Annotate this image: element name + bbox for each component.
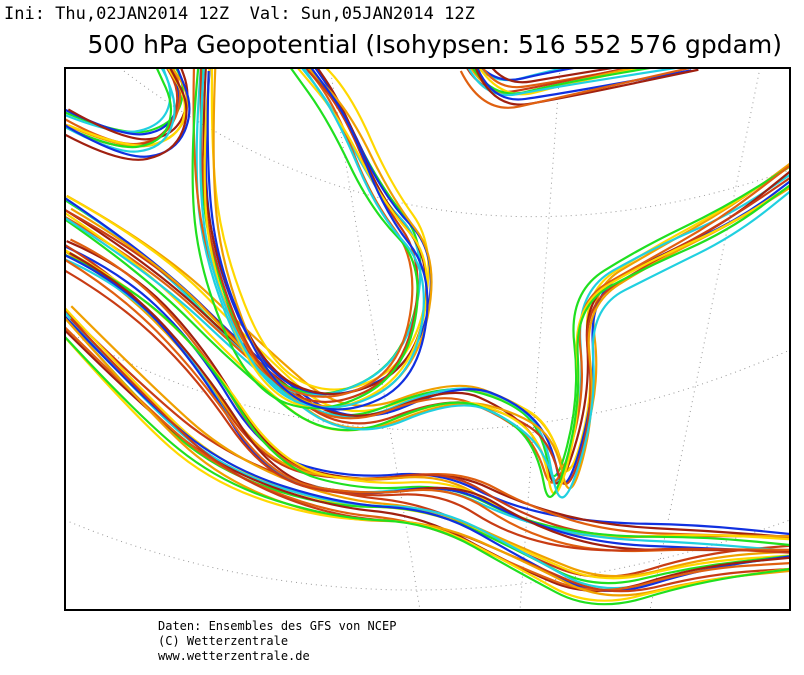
isohypse [70, 186, 790, 490]
isohypse [65, 253, 790, 547]
isohypse [65, 269, 790, 554]
isohypse [65, 68, 180, 136]
isohypse [202, 68, 428, 395]
isohypse [65, 68, 188, 161]
isohypse [191, 68, 419, 410]
isohypse [65, 317, 790, 597]
isohypse [65, 68, 173, 149]
map-frame [64, 67, 791, 611]
isohypse [192, 68, 414, 398]
isohypse [199, 68, 425, 409]
isohypse-lines [65, 68, 790, 606]
isohypse [490, 68, 620, 84]
isohypse [65, 335, 790, 606]
isohypse [210, 68, 430, 391]
isohypse [66, 162, 790, 470]
isohypse [69, 251, 790, 552]
isohypse [467, 68, 679, 97]
init-valid-line: Ini: Thu,02JAN2014 12Z Val: Sun,05JAN201… [4, 4, 475, 24]
isohypse [65, 314, 790, 592]
isohypse [476, 68, 692, 101]
credit-line: (C) Wetterzentrale [158, 634, 289, 648]
map-title: 500 hPa Geopotential (Isohypsen: 516 552… [87, 30, 782, 59]
isohypse [206, 68, 429, 411]
isohypse [65, 184, 790, 495]
isohypse [459, 68, 689, 109]
credit-line: Daten: Ensembles des GFS von NCEP [158, 619, 397, 633]
isohypse [65, 309, 790, 578]
isohypse [65, 183, 790, 498]
isohypse [65, 245, 790, 536]
credits: Daten: Ensembles des GFS von NCEP (C) Wet… [158, 619, 396, 664]
isohypse [65, 335, 790, 602]
isohypse [65, 68, 172, 133]
credit-line: www.wetterzentrale.de [158, 649, 310, 663]
